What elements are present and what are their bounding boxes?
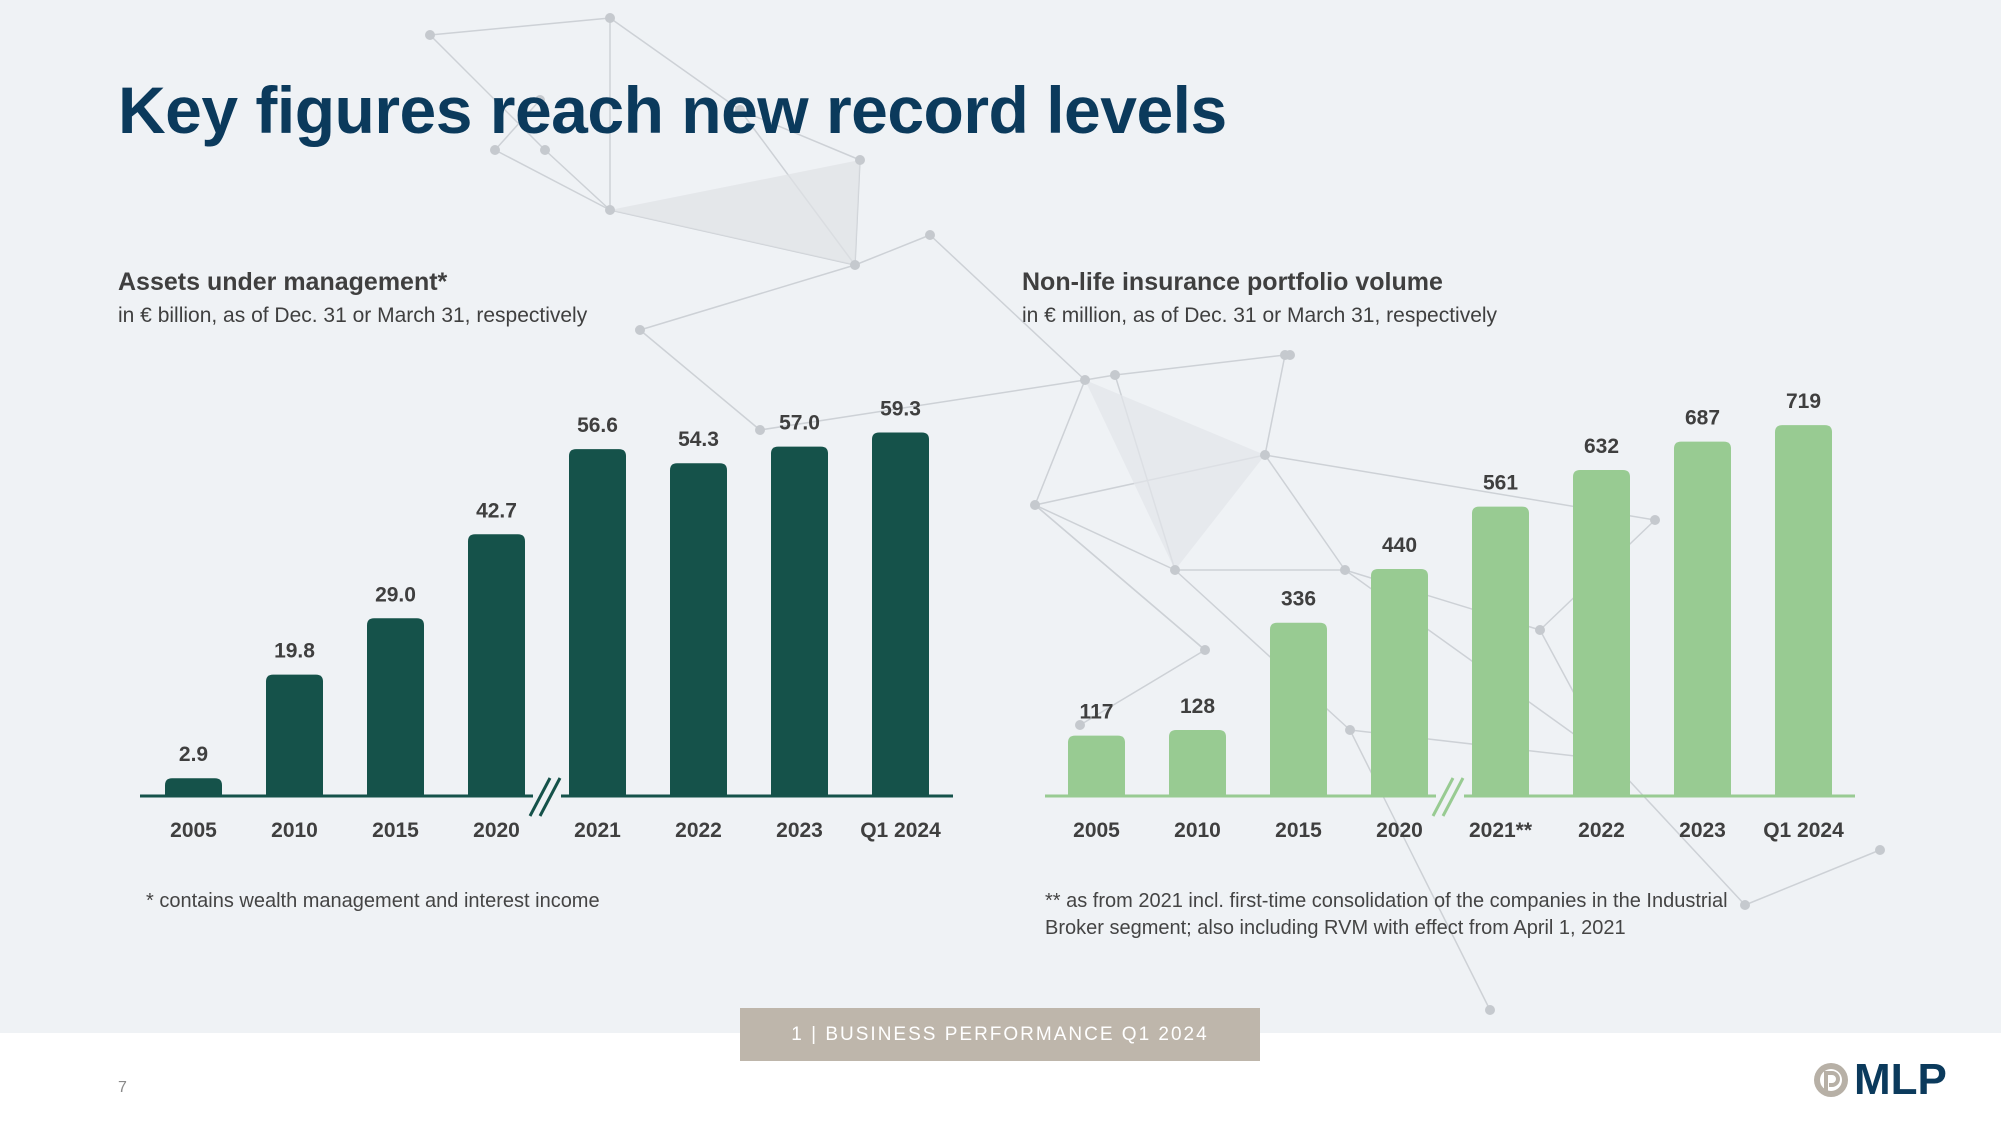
bar <box>1169 729 1226 796</box>
network-node <box>1875 845 1885 855</box>
bar <box>367 618 424 796</box>
bar-charts: 2.9 2005 19.8 2010 29.0 2015 42.7 2020 56.6 2021 5… <box>140 390 1855 842</box>
network-node <box>755 425 765 435</box>
category-tick-label: 2022 <box>1578 819 1625 842</box>
slide: Key figures reach new record levels Asse… <box>0 0 2001 1033</box>
nonlife-chart-subtitle: in € million, as of Dec. 31 or March 31,… <box>1022 304 1498 327</box>
category-tick-label: 2023 <box>776 819 823 842</box>
bar <box>1573 470 1630 796</box>
network-node <box>1345 725 1355 735</box>
network-node <box>1075 720 1085 730</box>
bar-value-label: 128 <box>1180 695 1215 718</box>
network-node <box>425 30 435 40</box>
bar-value-label: 42.7 <box>476 499 517 522</box>
aum-footnote: * contains wealth management and interes… <box>146 890 600 912</box>
category-tick-label: 2015 <box>372 819 419 842</box>
nonlife-chart-title: Non-life insurance portfolio volume <box>1022 268 1443 296</box>
category-tick-label: 2021** <box>1469 819 1533 842</box>
axis-break-marker <box>1431 777 1465 817</box>
axis-break-marker <box>528 777 562 817</box>
network-node <box>1285 350 1295 360</box>
bar-value-label: 57.0 <box>779 412 820 435</box>
network-node <box>1340 565 1350 575</box>
category-tick-label: 2005 <box>170 819 217 842</box>
bar <box>1270 622 1327 796</box>
nonlife-footnote: ** as from 2021 incl. first-time consoli… <box>1045 890 1728 939</box>
bar-value-label: 59.3 <box>880 398 921 421</box>
network-node <box>1170 565 1180 575</box>
network-node <box>605 205 615 215</box>
aum-chart-title: Assets under management* <box>118 268 448 296</box>
bar <box>266 674 323 796</box>
network-node <box>490 145 500 155</box>
category-tick-label: 2020 <box>1376 819 1423 842</box>
category-tick-label: 2005 <box>1073 819 1120 842</box>
bar-value-label: 117 <box>1080 701 1114 724</box>
aum-chart-subtitle: in € billion, as of Dec. 31 or March 31,… <box>118 304 588 327</box>
aum-chart: 2.9 2005 19.8 2010 29.0 2015 42.7 2020 56.6 2021 5… <box>140 398 953 842</box>
bar-value-label: 440 <box>1382 534 1417 557</box>
network-node <box>635 325 645 335</box>
network-node <box>1110 370 1120 380</box>
network-lines <box>425 13 1885 1015</box>
bar <box>1674 441 1731 796</box>
bar <box>1068 735 1125 796</box>
bar <box>771 446 828 796</box>
network-node <box>1535 625 1545 635</box>
mlp-logo-mark-icon <box>1814 1063 1848 1097</box>
bar-value-label: 19.8 <box>274 640 315 663</box>
page-title: Key figures reach new record levels <box>118 73 1227 147</box>
bar-value-label: 632 <box>1584 435 1619 458</box>
bar <box>1472 506 1529 796</box>
bar-value-label: 56.6 <box>577 414 618 437</box>
section-label-tab: 1 | BUSINESS PERFORMANCE Q1 2024 <box>740 1008 1260 1061</box>
network-node <box>855 155 865 165</box>
mlp-logo: MLP <box>1812 1055 1947 1105</box>
bar <box>1371 569 1428 796</box>
network-node <box>735 105 745 115</box>
page-number: 7 <box>118 1079 127 1096</box>
category-tick-label: 2023 <box>1679 819 1726 842</box>
category-tick-label: 2010 <box>271 819 318 842</box>
bar-value-label: 561 <box>1483 472 1518 495</box>
bar-value-label: 2.9 <box>179 743 208 766</box>
bar-value-label: 687 <box>1685 407 1720 430</box>
bar <box>165 778 222 796</box>
bar-value-label: 336 <box>1281 588 1316 611</box>
category-tick-label: 2020 <box>473 819 520 842</box>
bar <box>1775 425 1832 796</box>
bar <box>468 534 525 796</box>
bar-value-label: 29.0 <box>375 583 416 606</box>
bar <box>670 463 727 796</box>
network-node <box>1200 645 1210 655</box>
category-tick-label: Q1 2024 <box>860 819 941 842</box>
network-node <box>1080 375 1090 385</box>
network-node <box>1740 900 1750 910</box>
logo-text: MLP <box>1854 1055 1947 1104</box>
bar-value-label: 54.3 <box>678 428 719 451</box>
network-node <box>850 260 860 270</box>
network-node <box>1260 450 1270 460</box>
category-tick-label: 2010 <box>1174 819 1221 842</box>
bar-value-label: 719 <box>1786 390 1821 413</box>
category-tick-label: 2022 <box>675 819 722 842</box>
network-node <box>540 145 550 155</box>
network-background-decoration <box>425 13 1885 1015</box>
network-node <box>1485 1005 1495 1015</box>
nonlife-chart: 117 2005 128 2010 336 2015 440 2020 561 2021** 632… <box>1045 390 1855 842</box>
bar <box>569 449 626 796</box>
network-node <box>535 95 545 105</box>
network-node <box>605 13 615 23</box>
network-node <box>1030 500 1040 510</box>
bar <box>872 432 929 796</box>
network-node <box>925 230 935 240</box>
category-tick-label: Q1 2024 <box>1763 819 1844 842</box>
network-node <box>1650 515 1660 525</box>
category-tick-label: 2015 <box>1275 819 1322 842</box>
category-tick-label: 2021 <box>574 819 621 842</box>
